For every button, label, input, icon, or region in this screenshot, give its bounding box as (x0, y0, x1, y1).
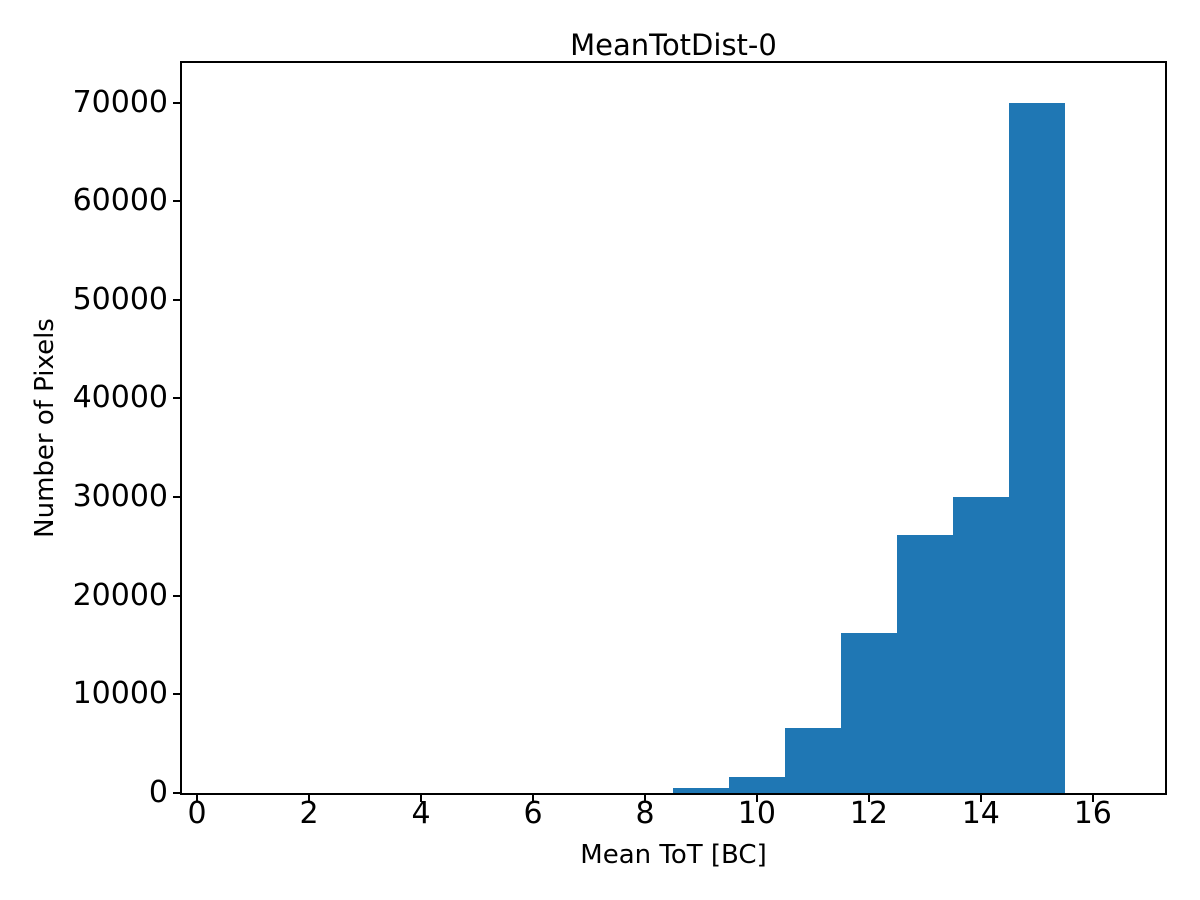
y-tick (173, 200, 180, 203)
y-tick-label: 0 (148, 775, 168, 810)
histogram-bar (728, 777, 785, 793)
x-tick (308, 795, 311, 802)
y-tick-label: 50000 (72, 281, 168, 317)
y-tick-label: 30000 (72, 479, 168, 515)
y-tick (173, 101, 180, 104)
bars-layer (182, 63, 1165, 793)
y-tick (173, 397, 180, 400)
y-tick (173, 693, 180, 696)
y-tick-label: 70000 (72, 84, 168, 120)
histogram-bar (1008, 102, 1065, 793)
y-tick (173, 496, 180, 499)
x-tick (532, 795, 534, 802)
y-tick-label: 40000 (72, 380, 168, 416)
x-tick (644, 795, 646, 802)
histogram-bar (672, 788, 729, 793)
x-tick-label: 0 (187, 796, 207, 831)
x-tick (196, 795, 199, 802)
y-tick-label: 10000 (72, 676, 168, 712)
x-tick (979, 795, 982, 802)
x-tick (755, 795, 758, 802)
y-tick-label: 60000 (72, 183, 168, 219)
x-axis-label: Mean ToT [BC] (580, 840, 767, 870)
chart-title: MeanTotDist-0 (570, 28, 777, 62)
y-tick (173, 298, 180, 301)
histogram-bar (896, 534, 953, 793)
histogram-bar (840, 633, 897, 793)
histogram-bar (784, 727, 841, 793)
x-tick-label: 10 (737, 796, 776, 831)
plot-area (180, 61, 1167, 795)
y-tick (173, 594, 180, 597)
histogram-bar (952, 497, 1009, 793)
x-tick (867, 795, 870, 802)
y-tick (173, 792, 180, 794)
x-tick-label: 14 (961, 796, 1000, 831)
x-tick-label: 8 (635, 796, 655, 831)
y-tick-label: 20000 (72, 577, 168, 613)
x-tick-label: 2 (299, 796, 319, 831)
x-tick-label: 16 (1073, 796, 1112, 831)
x-tick (420, 795, 422, 802)
x-tick (1091, 795, 1094, 802)
y-axis-label: Number of Pixels (30, 318, 60, 538)
x-tick-label: 6 (523, 796, 543, 831)
x-tick-label: 12 (849, 796, 888, 831)
x-tick-label: 4 (411, 796, 431, 831)
